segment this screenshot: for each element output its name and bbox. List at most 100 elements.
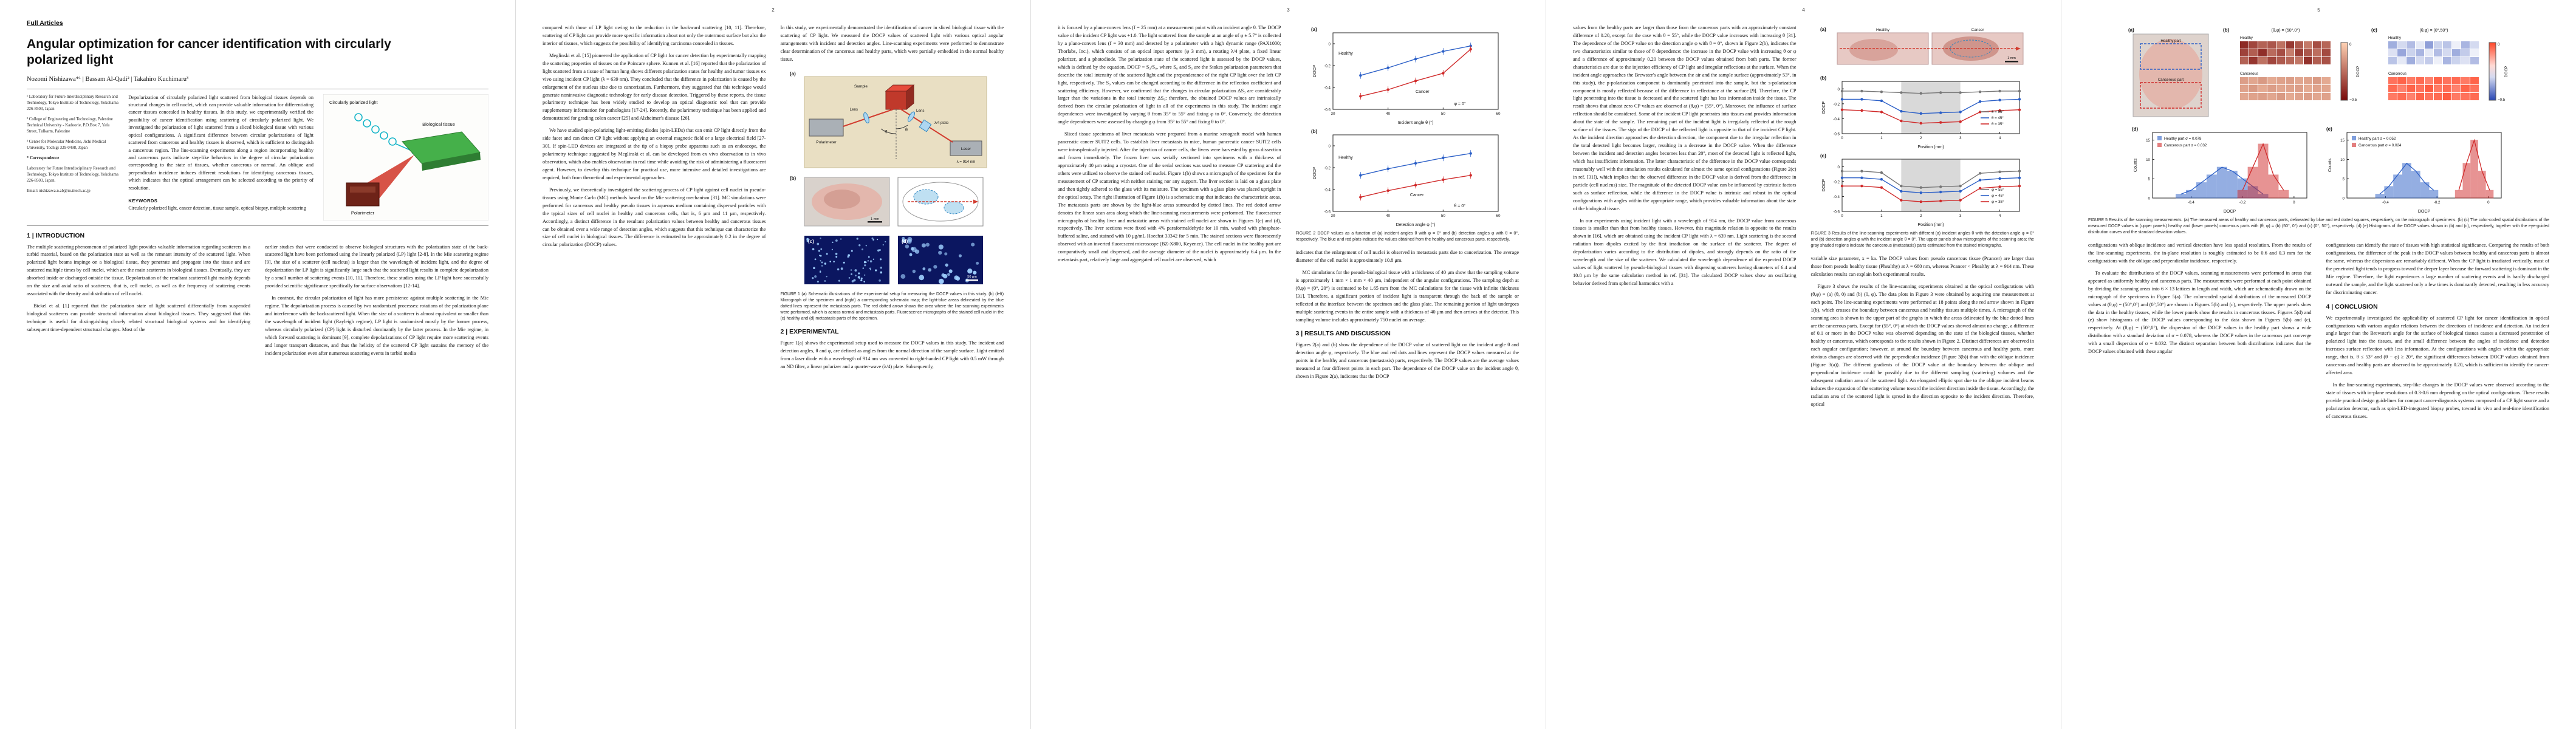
paragraph: Figure 3 shows the results of the line-s… <box>1810 283 2035 407</box>
svg-text:-0.6: -0.6 <box>1324 210 1331 214</box>
lens-icon <box>908 111 916 122</box>
affiliation: ² College of Engineering and Technology,… <box>27 117 113 134</box>
svg-text:4: 4 <box>1999 136 2001 140</box>
qwp-icon <box>919 119 932 132</box>
svg-text:-0.2: -0.2 <box>1324 64 1331 69</box>
figure5-caption: FIGURE 5 Results of the scanning measure… <box>2088 218 2549 234</box>
paragraph: To evaluate the distributions of the DOC… <box>2088 270 2312 355</box>
svg-text:φ = 45°: φ = 45° <box>1992 194 2004 198</box>
page-title: Angular optimization for cancer identifi… <box>27 37 391 67</box>
panel-label: (b) <box>2223 27 2230 33</box>
figure-5: (a) Healthy part Cancerous part (b) (θ,φ)… <box>2088 26 2549 236</box>
affiliation: ³ Center for Molecular Medicine, Jichi M… <box>27 139 106 150</box>
svg-text:φ = 55°: φ = 55° <box>1992 188 2004 192</box>
graphical-abstract: Circularly polarized light Biological ti… <box>323 94 488 221</box>
laser-box-icon <box>950 140 982 156</box>
svg-text:φ = 35°: φ = 35° <box>1992 200 2004 204</box>
section-heading-introduction: 1 | INTRODUCTION <box>27 231 85 239</box>
figure5c-heatmap: (c) (θ,φ) = (0°,50°) Healthy Cancerous 0 −0.5… <box>2371 27 2509 102</box>
page-number: 3 <box>1287 7 1290 13</box>
y-axis-label: DOCP <box>1822 101 1826 114</box>
body-column: it is focused by a plano-convex lens (f … <box>1058 24 1281 385</box>
svg-text:-0.4: -0.4 <box>1834 117 1840 122</box>
svg-text:Sample: Sample <box>854 84 868 89</box>
paragraph: configurations can identify the state of… <box>2326 242 2550 295</box>
svg-text:(d): (d) <box>902 239 908 244</box>
svg-text:15: 15 <box>2146 139 2150 143</box>
colorbar-label: DOCP <box>2356 66 2360 78</box>
figure-2: 30 40 50 60 -0.6 -0.4 -0.2 0 Incident angle θ (°… <box>1296 24 1519 243</box>
page-number: 5 <box>2317 7 2320 13</box>
heatmap-title: (θ,φ) = (50°,0°) <box>2271 28 2300 33</box>
figure3c-chart: 0 1 2 3 4 -0.6 -0.4 -0.2 0 Position (mm) DOCP (c) φ … <box>1820 153 2021 227</box>
x-axis-label: Position (mm) <box>1918 223 1944 227</box>
svg-text:10: 10 <box>2146 158 2150 162</box>
row-label: Cancerous <box>2240 72 2258 76</box>
paragraph: variable size parameter, x = ka. The DOC… <box>1810 256 2035 277</box>
svg-text:1 mm: 1 mm <box>871 217 879 221</box>
paragraph: Figure 1(a) shows the experimental setup… <box>780 340 1004 369</box>
polarimeter-box-icon <box>809 118 844 137</box>
figure3a-micrographs: (a) Healthy Cancer 1 mm <box>1820 27 2024 65</box>
svg-text:Cancer: Cancer <box>1416 90 1430 94</box>
svg-text:60: 60 <box>1496 214 1501 218</box>
svg-text:10: 10 <box>2340 158 2345 162</box>
heatmap-title: (θ,φ) = (0°,50°) <box>2419 28 2448 33</box>
correspondence-email[interactable]: Email: nishizawa.n.ab@m.titech.ac.jp <box>27 188 91 193</box>
colorbar <box>2340 42 2348 101</box>
svg-text:Healthy part σ = 0.078: Healthy part σ = 0.078 <box>2164 137 2202 141</box>
cpl-label: Circularly polarized light <box>329 100 379 105</box>
svg-text:θ = 45°: θ = 45° <box>1992 116 2004 120</box>
svg-text:θ = 55°: θ = 55° <box>1992 110 2004 114</box>
paragraph: MC simulations for the pseudo-biological… <box>1295 269 1519 323</box>
svg-text:-0.4: -0.4 <box>1324 86 1331 91</box>
healthy-area-box <box>2139 43 2202 70</box>
svg-text:-0.4: -0.4 <box>1834 195 1840 199</box>
y-axis-label: DOCP <box>1822 179 1826 192</box>
svg-text:Cancerous part σ = 0.024: Cancerous part σ = 0.024 <box>2358 143 2402 148</box>
svg-text:-0.4: -0.4 <box>2188 200 2194 205</box>
panel-label: (e) <box>2326 126 2332 132</box>
body-column: compared with those of LP light owing to… <box>543 24 766 375</box>
page-5: 5 (a) Healthy part Cancerous part (b) (θ,… <box>2061 0 2576 729</box>
svg-text:λ = 914 nm: λ = 914 nm <box>957 160 976 164</box>
metastasis-nuclei-dots <box>900 236 979 284</box>
svg-text:2: 2 <box>1920 214 1922 218</box>
svg-text:φ: φ <box>885 129 888 134</box>
phi-arc <box>880 128 897 134</box>
panel-label: (b) <box>1311 129 1318 134</box>
x-axis-label: Incident angle θ (°) <box>1398 120 1434 125</box>
paragraph: earlier studies that were conducted to o… <box>265 244 488 289</box>
y-axis-label: Counts <box>2328 158 2332 172</box>
paragraph: The multiple scattering phenomenon of po… <box>27 244 250 297</box>
svg-text:5: 5 <box>2148 177 2150 182</box>
abstract-block: Depolarization of circularly polarized l… <box>128 94 313 221</box>
svg-text:Cancerous part σ = 0.032: Cancerous part σ = 0.032 <box>2164 143 2207 148</box>
paragraph: In this study, we experimentally demonst… <box>780 25 1004 62</box>
svg-text:50 μm: 50 μm <box>968 275 978 279</box>
body-column: In this study, we experimentally demonst… <box>781 24 1004 375</box>
body-column: 30 40 50 60 -0.6 -0.4 -0.2 0 Incident angle θ (°… <box>1296 24 1519 385</box>
svg-text:0: 0 <box>2148 197 2150 201</box>
figure1-caption: FIGURE 1 (a) Schematic illustrations of … <box>780 292 1004 321</box>
panel-label: (b) <box>1820 75 1827 81</box>
svg-text:5: 5 <box>2342 177 2345 182</box>
svg-text:φ = 0°: φ = 0° <box>1454 101 1466 106</box>
svg-text:40: 40 <box>1386 214 1390 218</box>
svg-text:40: 40 <box>1386 112 1390 116</box>
article-type-label: Full Articles <box>27 19 63 27</box>
svg-text:0: 0 <box>1841 214 1844 218</box>
page-number: 2 <box>772 7 775 13</box>
page-2: 2 compared with those of LP light owing … <box>515 0 1030 729</box>
x-axis-label: Position (mm) <box>1918 145 1944 149</box>
y-axis-label: Counts <box>2134 158 2138 172</box>
svg-text:0: 0 <box>1329 43 1331 47</box>
panel-label: (d) <box>2132 126 2139 132</box>
svg-text:-0.2: -0.2 <box>1324 166 1331 171</box>
theta-arc <box>896 125 908 129</box>
paragraph: We experimentally investigated the appli… <box>2326 315 2550 376</box>
body-column: configurations with oblique incidence an… <box>2088 242 2312 425</box>
svg-text:Cancer: Cancer <box>1410 193 1424 197</box>
paragraph: Previously, we theoretically investigate… <box>543 187 766 248</box>
svg-text:−0.5: −0.5 <box>2349 98 2357 102</box>
